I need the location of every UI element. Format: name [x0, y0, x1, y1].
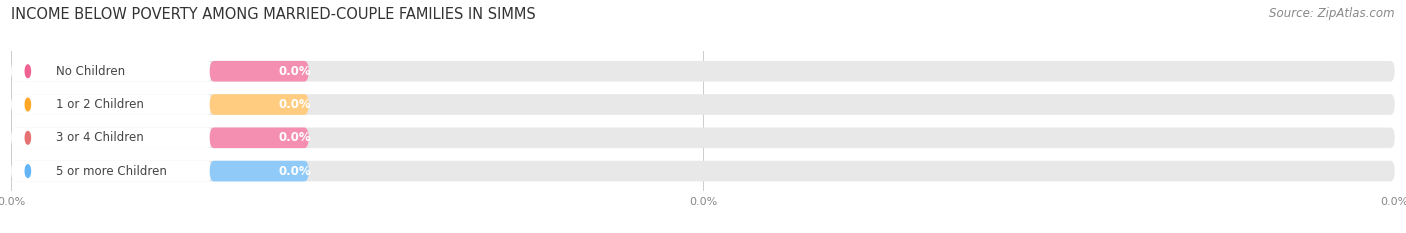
Text: 0.0%: 0.0% [278, 98, 311, 111]
Circle shape [25, 65, 31, 78]
FancyBboxPatch shape [11, 127, 1395, 148]
Circle shape [25, 131, 31, 144]
FancyBboxPatch shape [11, 61, 1395, 82]
Text: No Children: No Children [55, 65, 125, 78]
FancyBboxPatch shape [11, 161, 212, 182]
FancyBboxPatch shape [11, 161, 1395, 182]
Circle shape [24, 61, 32, 81]
Circle shape [24, 128, 32, 148]
FancyBboxPatch shape [11, 94, 212, 115]
Circle shape [24, 95, 32, 114]
Circle shape [25, 165, 31, 177]
Text: 0.0%: 0.0% [278, 164, 311, 178]
Text: 1 or 2 Children: 1 or 2 Children [55, 98, 143, 111]
Text: Source: ZipAtlas.com: Source: ZipAtlas.com [1270, 7, 1395, 20]
FancyBboxPatch shape [209, 61, 309, 82]
Text: 5 or more Children: 5 or more Children [55, 164, 166, 178]
Circle shape [24, 161, 32, 181]
Circle shape [25, 98, 31, 111]
Text: 0.0%: 0.0% [278, 131, 311, 144]
FancyBboxPatch shape [209, 127, 309, 148]
Text: INCOME BELOW POVERTY AMONG MARRIED-COUPLE FAMILIES IN SIMMS: INCOME BELOW POVERTY AMONG MARRIED-COUPL… [11, 7, 536, 22]
FancyBboxPatch shape [11, 61, 212, 82]
FancyBboxPatch shape [209, 161, 309, 182]
Text: 0.0%: 0.0% [278, 65, 311, 78]
Text: 3 or 4 Children: 3 or 4 Children [55, 131, 143, 144]
FancyBboxPatch shape [11, 127, 212, 148]
FancyBboxPatch shape [11, 94, 1395, 115]
FancyBboxPatch shape [209, 94, 309, 115]
